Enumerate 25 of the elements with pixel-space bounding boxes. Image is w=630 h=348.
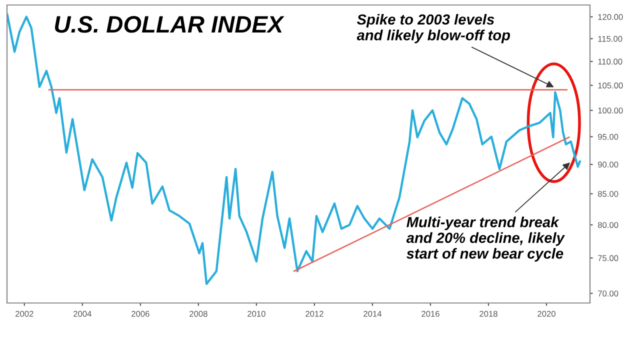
x-tick-label: 2002 [16, 310, 34, 317]
y-tick-label: 90.00 [598, 162, 618, 168]
x-tick-label: 2012 [306, 310, 324, 317]
y-tick-label: 100.00 [598, 108, 623, 114]
x-tick-label: 2006 [132, 310, 150, 317]
x-tick-label: 2010 [248, 310, 266, 317]
y-tick-label: 85.00 [598, 190, 618, 197]
y-tick-label: 95.00 [598, 134, 618, 140]
line-series [7, 14, 581, 286]
x-tick-label: 2008 [190, 310, 208, 317]
x-tick-label: 2014 [364, 310, 382, 317]
x-tick-label: 2018 [480, 310, 498, 317]
x-tick-label: 2016 [422, 310, 440, 317]
y-tick-label: 120.00 [598, 14, 623, 20]
chart-title: U.S. DOLLAR INDEX [55, 16, 284, 33]
y-tick-label: 115.00 [598, 36, 622, 42]
y-tick-label: 105.00 [598, 82, 623, 88]
x-tick-label: 2004 [74, 310, 92, 317]
y-tick-label: 70.00 [598, 290, 618, 296]
y-tick-label: 80.00 [598, 222, 618, 228]
y-tick-label: 75.00 [598, 255, 618, 262]
annotation: Spike to 2003 levels and likely blow-off top [356, 14, 510, 44]
annotation: Multi-year trend break and 20% decline, likely start of new bear cycle [406, 216, 566, 262]
y-tick-label: 110.00 [598, 58, 622, 65]
x-tick-label: 2020 [538, 310, 556, 317]
